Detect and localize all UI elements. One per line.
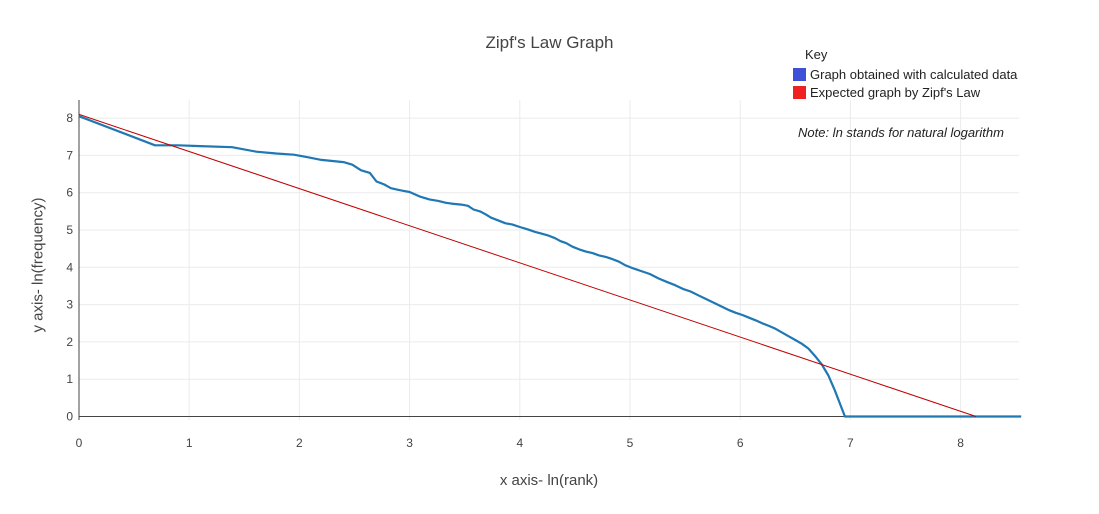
y-tick-label: 0 [66, 410, 73, 424]
legend-swatch-expected [793, 85, 806, 99]
legend-title: Key [805, 47, 828, 62]
y-tick-label: 7 [66, 148, 73, 162]
y-tick-label: 5 [66, 223, 73, 237]
x-tick-label: 7 [847, 436, 854, 450]
grid [78, 100, 1019, 420]
data-lines [78, 113, 1022, 418]
series-expected-line [78, 113, 977, 417]
legend-swatch-calculated [793, 67, 806, 81]
series-calculated-line [78, 115, 1022, 418]
x-tick-label: 8 [957, 436, 964, 450]
tick-labels: 0 1 2 3 4 5 6 7 8 0 1 2 3 4 5 6 7 8 [66, 111, 964, 450]
legend-label-calculated: Graph obtained with calculated data [810, 66, 1018, 82]
axes [78, 100, 1019, 420]
y-tick-label: 3 [66, 298, 73, 312]
chart-title: Zipf's Law Graph [485, 33, 614, 52]
x-axis-label: x axis- ln(rank) [499, 472, 599, 489]
legend-label-expected: Expected graph by Zipf's Law [810, 84, 981, 100]
x-tick-label: 3 [406, 436, 413, 450]
x-tick-label: 5 [627, 436, 634, 450]
y-axis-label: y axis- ln(frequency) [29, 197, 47, 333]
x-tick-label: 0 [76, 436, 83, 450]
y-tick-label: 2 [66, 335, 73, 349]
legend-item-calculated[interactable]: Graph obtained with calculated data [793, 65, 1017, 83]
x-tick-label: 1 [186, 436, 193, 450]
note-annotation: Note: ln stands for natural logarithm [798, 125, 1004, 140]
y-tick-label: 8 [66, 111, 73, 125]
legend: Key Graph obtained with calculated data … [793, 47, 1017, 101]
x-tick-label: 2 [296, 436, 303, 450]
x-tick-label: 4 [516, 436, 523, 450]
x-tick-label: 6 [737, 436, 744, 450]
y-tick-label: 6 [66, 186, 73, 200]
legend-item-expected[interactable]: Expected graph by Zipf's Law [793, 83, 1017, 101]
y-tick-label: 4 [66, 260, 73, 274]
y-tick-label: 1 [66, 372, 73, 386]
